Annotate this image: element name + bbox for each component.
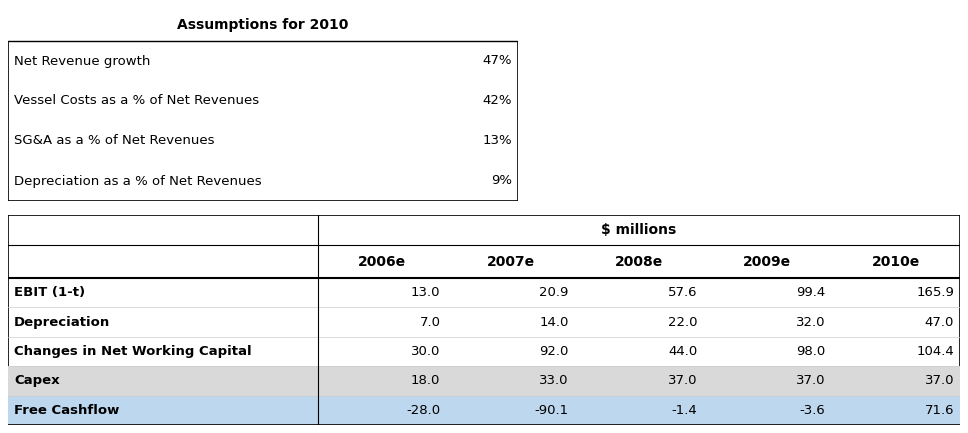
Text: 2006e: 2006e: [358, 255, 407, 268]
Text: 92.0: 92.0: [539, 345, 569, 358]
Text: 32.0: 32.0: [796, 316, 826, 329]
Text: 9%: 9%: [491, 174, 512, 187]
Text: EBIT (1-t): EBIT (1-t): [14, 286, 85, 299]
Text: -3.6: -3.6: [800, 404, 826, 417]
Text: Net Revenue growth: Net Revenue growth: [14, 55, 150, 68]
Text: 2008e: 2008e: [615, 255, 663, 268]
Text: 37.0: 37.0: [796, 375, 826, 388]
Text: 47.0: 47.0: [924, 316, 954, 329]
Text: 13%: 13%: [482, 135, 512, 148]
Text: 42%: 42%: [482, 94, 512, 107]
Text: Free Cashflow: Free Cashflow: [14, 404, 119, 417]
Text: 14.0: 14.0: [539, 316, 569, 329]
Text: 165.9: 165.9: [916, 286, 954, 299]
Text: 37.0: 37.0: [924, 375, 954, 388]
Text: 30.0: 30.0: [411, 345, 440, 358]
Text: Assumptions for 2010: Assumptions for 2010: [177, 17, 348, 32]
Text: 99.4: 99.4: [797, 286, 826, 299]
Text: -1.4: -1.4: [672, 404, 697, 417]
Text: Vessel Costs as a % of Net Revenues: Vessel Costs as a % of Net Revenues: [14, 94, 259, 107]
Text: 71.6: 71.6: [924, 404, 954, 417]
Text: 57.6: 57.6: [668, 286, 697, 299]
Text: 98.0: 98.0: [797, 345, 826, 358]
Text: 104.4: 104.4: [917, 345, 954, 358]
Text: $ millions: $ millions: [601, 223, 677, 237]
Bar: [8, 396, 960, 425]
Text: 7.0: 7.0: [419, 316, 440, 329]
Text: SG&A as a % of Net Revenues: SG&A as a % of Net Revenues: [14, 135, 215, 148]
Bar: [8, 366, 960, 396]
Text: Depreciation: Depreciation: [14, 316, 110, 329]
Text: -90.1: -90.1: [534, 404, 569, 417]
Text: Depreciation as a % of Net Revenues: Depreciation as a % of Net Revenues: [14, 174, 261, 187]
Text: 2007e: 2007e: [487, 255, 534, 268]
Text: 20.9: 20.9: [539, 286, 569, 299]
Text: 2009e: 2009e: [743, 255, 792, 268]
Text: 37.0: 37.0: [668, 375, 697, 388]
Bar: [8, 8, 518, 41]
Text: 33.0: 33.0: [539, 375, 569, 388]
Text: 47%: 47%: [482, 55, 512, 68]
Text: 18.0: 18.0: [411, 375, 440, 388]
Text: -28.0: -28.0: [407, 404, 440, 417]
Text: Capex: Capex: [14, 375, 60, 388]
Text: 44.0: 44.0: [668, 345, 697, 358]
Text: 13.0: 13.0: [410, 286, 440, 299]
Text: 2010e: 2010e: [871, 255, 920, 268]
Text: 22.0: 22.0: [668, 316, 697, 329]
Text: Changes in Net Working Capital: Changes in Net Working Capital: [14, 345, 252, 358]
